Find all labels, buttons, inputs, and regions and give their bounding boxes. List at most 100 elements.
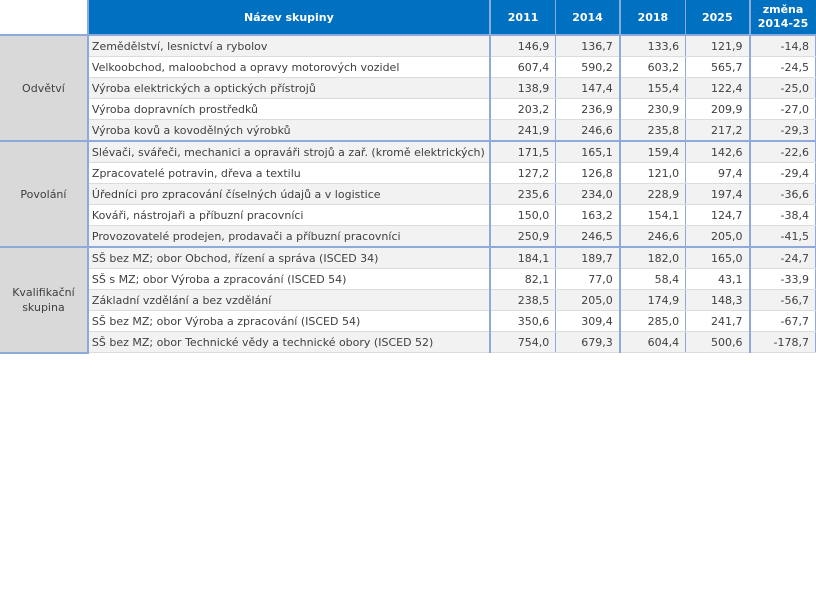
value-2014: 234,0: [555, 183, 620, 205]
header-group-name: Název skupiny: [86, 0, 490, 35]
value-change: -67,7: [748, 310, 816, 332]
value-change: -56,7: [748, 289, 816, 311]
value-2014: 165,1: [555, 140, 620, 163]
value-2011: 82,1: [488, 268, 556, 290]
value-2025: 122,4: [685, 77, 750, 99]
value-2014: 309,4: [555, 310, 620, 332]
row-name: Velkoobchod, maloobchod a opravy motorov…: [86, 56, 490, 78]
value-change: -41,5: [748, 225, 816, 248]
group-label: Kvalifikační skupina: [0, 246, 88, 354]
value-change: -36,6: [748, 183, 816, 205]
value-2011: 350,6: [488, 310, 556, 332]
value-2011: 250,9: [488, 225, 556, 248]
value-change: -14,8: [748, 34, 816, 57]
data-table: Název skupiny 2011 2014 2018 2025 změna …: [0, 0, 816, 354]
value-2014: 147,4: [555, 77, 620, 99]
value-2014: 77,0: [555, 268, 620, 290]
table-row: Povolání Slévači, svářeči, mechanici a op…: [0, 140, 816, 247]
table-row: SŠ bez MZ; obor Výroba a zpracování (ISC…: [0, 310, 816, 332]
table-row: SŠ s MZ; obor Výroba a zpracování (ISCED…: [0, 268, 816, 290]
table-row: Kováři, nástrojaři a příbuzní pracovníci…: [0, 204, 816, 226]
value-change: -22,6: [748, 140, 816, 163]
value-2014: 246,5: [555, 225, 620, 248]
row-name: Základní vzdělání a bez vzdělání: [86, 289, 490, 311]
value-2011: 171,5: [488, 140, 556, 163]
table-row: Odvětví Zemědělství, lesnictví a rybolov 1…: [0, 34, 816, 141]
group-label: Odvětví: [0, 34, 88, 141]
value-change: -29,3: [748, 119, 816, 142]
value-2011: 146,9: [488, 34, 556, 57]
value-2014: 679,3: [555, 331, 620, 353]
table-row: Výroba dopravních prostředků 203,2 236,9 23…: [0, 98, 816, 120]
value-2011: 754,0: [488, 331, 556, 353]
value-change: -29,4: [748, 162, 816, 184]
value-2025: 148,3: [685, 289, 750, 311]
value-2011: 184,1: [488, 246, 556, 269]
value-2025: 165,0: [685, 246, 750, 269]
table-row: Úředníci pro zpracování číselných údajů …: [0, 183, 816, 205]
header-2025: 2025: [685, 0, 750, 35]
header-2014: 2014: [555, 0, 620, 35]
value-2014: 126,8: [555, 162, 620, 184]
table-row: Zpracovatelé potravin, dřeva a textilu 12…: [0, 162, 816, 184]
row-name: Zpracovatelé potravin, dřeva a textilu: [86, 162, 490, 184]
value-2011: 203,2: [488, 98, 556, 120]
table-row: Velkoobchod, maloobchod a opravy motorov…: [0, 56, 816, 78]
value-change: -33,9: [748, 268, 816, 290]
row-name: Kováři, nástrojaři a příbuzní pracovníci: [86, 204, 490, 226]
value-2018: 235,8: [618, 119, 686, 142]
row-name: SŠ bez MZ; obor Výroba a zpracování (ISC…: [86, 310, 490, 332]
header-2018: 2018: [618, 0, 686, 35]
value-2018: 603,2: [618, 56, 686, 78]
value-2025: 43,1: [685, 268, 750, 290]
value-2018: 121,0: [618, 162, 686, 184]
value-2018: 604,4: [618, 331, 686, 353]
table-body: Odvětví Zemědělství, lesnictví a rybolov 1…: [0, 34, 816, 354]
value-2025: 142,6: [685, 140, 750, 163]
value-2018: 174,9: [618, 289, 686, 311]
value-2011: 138,9: [488, 77, 556, 99]
value-2025: 124,7: [685, 204, 750, 226]
table-row: SŠ bez MZ; obor Technické vědy a technic…: [0, 331, 816, 353]
value-2014: 205,0: [555, 289, 620, 311]
group-label: Povolání: [0, 140, 88, 247]
row-name: Úředníci pro zpracování číselných údajů …: [86, 183, 490, 205]
value-2014: 590,2: [555, 56, 620, 78]
value-2014: 236,9: [555, 98, 620, 120]
value-2025: 241,7: [685, 310, 750, 332]
value-2018: 133,6: [618, 34, 686, 57]
row-name: SŠ s MZ; obor Výroba a zpracování (ISCED…: [86, 268, 490, 290]
row-name: Zemědělství, lesnictví a rybolov: [86, 34, 490, 57]
header-2011: 2011: [488, 0, 556, 35]
table-row: Výroba elektrických a optických přístroj…: [0, 77, 816, 99]
header-change-line1: změna: [762, 3, 804, 16]
corner-cell: [0, 0, 88, 35]
value-change: -24,5: [748, 56, 816, 78]
value-2025: 217,2: [685, 119, 750, 142]
value-change: -38,4: [748, 204, 816, 226]
table-row: Kvalifikační skupina SŠ bez MZ; obor Obch…: [0, 246, 816, 354]
row-name: Výroba kovů a kovodělných výrobků: [86, 119, 490, 142]
value-change: -27,0: [748, 98, 816, 120]
table-row: Provozovatelé prodejen, prodavači a příb…: [0, 225, 816, 248]
value-2011: 235,6: [488, 183, 556, 205]
value-2014: 136,7: [555, 34, 620, 57]
value-2025: 121,9: [685, 34, 750, 57]
value-2025: 205,0: [685, 225, 750, 248]
value-2011: 238,5: [488, 289, 556, 311]
value-2025: 500,6: [685, 331, 750, 353]
value-2018: 246,6: [618, 225, 686, 248]
value-2018: 230,9: [618, 98, 686, 120]
row-name: Výroba dopravních prostředků: [86, 98, 490, 120]
value-2025: 565,7: [685, 56, 750, 78]
value-2018: 285,0: [618, 310, 686, 332]
row-name: SŠ bez MZ; obor Technické vědy a technic…: [86, 331, 490, 353]
table-row: Výroba kovů a kovodělných výrobků 241,9 24…: [0, 119, 816, 142]
table-row: Základní vzdělání a bez vzdělání 238,5 205…: [0, 289, 816, 311]
value-2014: 189,7: [555, 246, 620, 269]
value-change: -178,7: [748, 331, 816, 353]
value-2025: 197,4: [685, 183, 750, 205]
value-2014: 246,6: [555, 119, 620, 142]
row-name: Výroba elektrických a optických přístroj…: [86, 77, 490, 99]
value-2018: 155,4: [618, 77, 686, 99]
